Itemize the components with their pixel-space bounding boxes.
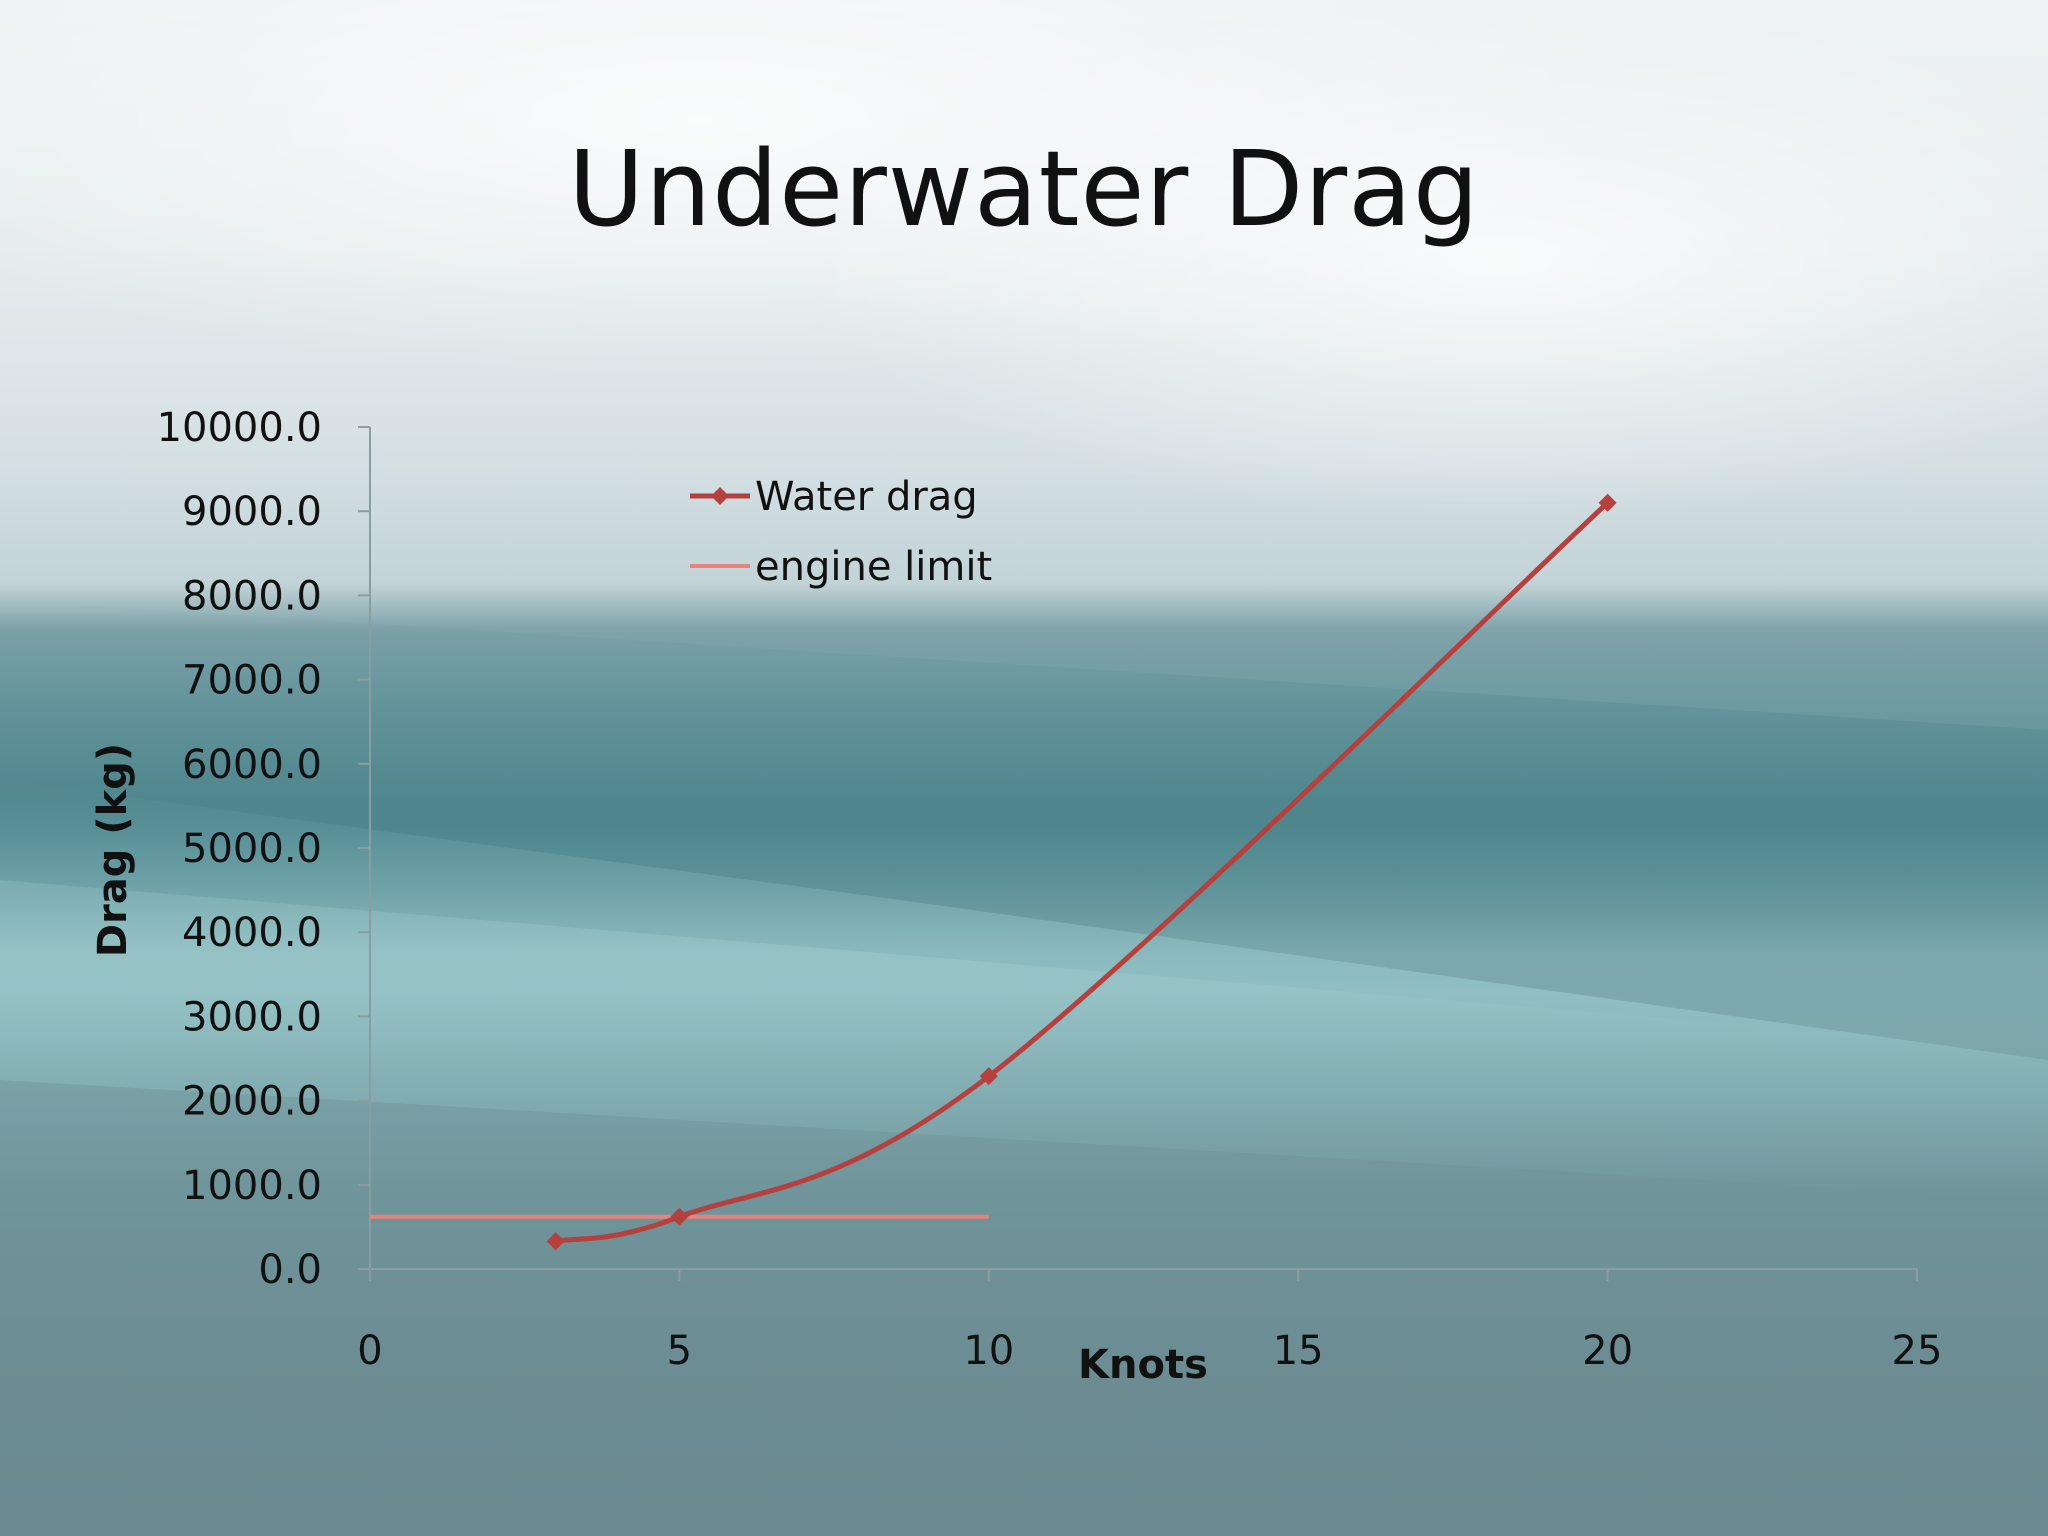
y-tick-label: 3000.0 (182, 994, 322, 1040)
y-tick-label: 5000.0 (182, 826, 322, 872)
y-tick-label: 0.0 (258, 1247, 322, 1293)
y-tick-label: 4000.0 (182, 910, 322, 956)
y-tick-label: 1000.0 (182, 1163, 322, 1209)
y-tick-label: 9000.0 (182, 489, 322, 535)
y-tick-label: 2000.0 (182, 1079, 322, 1125)
chart-legend: Water drag engine limit (690, 474, 992, 590)
slide-title: Underwater Drag (568, 128, 1480, 250)
chart-axes: 0.0 1000.0 2000.0 3000.0 4000.0 5000.0 6000.0 7… (157, 405, 1943, 1374)
water-drag-data-point (979, 1067, 998, 1086)
x-tick-label: 0 (357, 1328, 382, 1374)
x-tick-label: 10 (963, 1328, 1014, 1374)
water-drag-data-point (546, 1232, 565, 1251)
x-tick-label: 20 (1582, 1328, 1633, 1374)
legend-marker-water-drag (711, 487, 729, 505)
x-tick-label: 5 (667, 1328, 692, 1374)
water-drag-series-line (555, 500, 1610, 1244)
y-tick-label: 8000.0 (182, 573, 322, 619)
x-axis-title: Knots (1078, 1342, 1208, 1388)
x-tick-label: 15 (1273, 1328, 1324, 1374)
y-axis-title: Drag (kg) (90, 743, 136, 957)
y-tick-label: 10000.0 (157, 405, 322, 451)
x-tick-label: 25 (1892, 1328, 1943, 1374)
legend-label-water-drag: Water drag (755, 474, 978, 520)
water-drag-data-point (670, 1207, 689, 1226)
y-tick-label: 7000.0 (182, 658, 322, 704)
y-tick-label: 6000.0 (182, 742, 322, 788)
water-drag-data-point (1598, 493, 1617, 512)
chart-series (370, 493, 1617, 1251)
legend-label-engine-limit: engine limit (755, 544, 992, 590)
